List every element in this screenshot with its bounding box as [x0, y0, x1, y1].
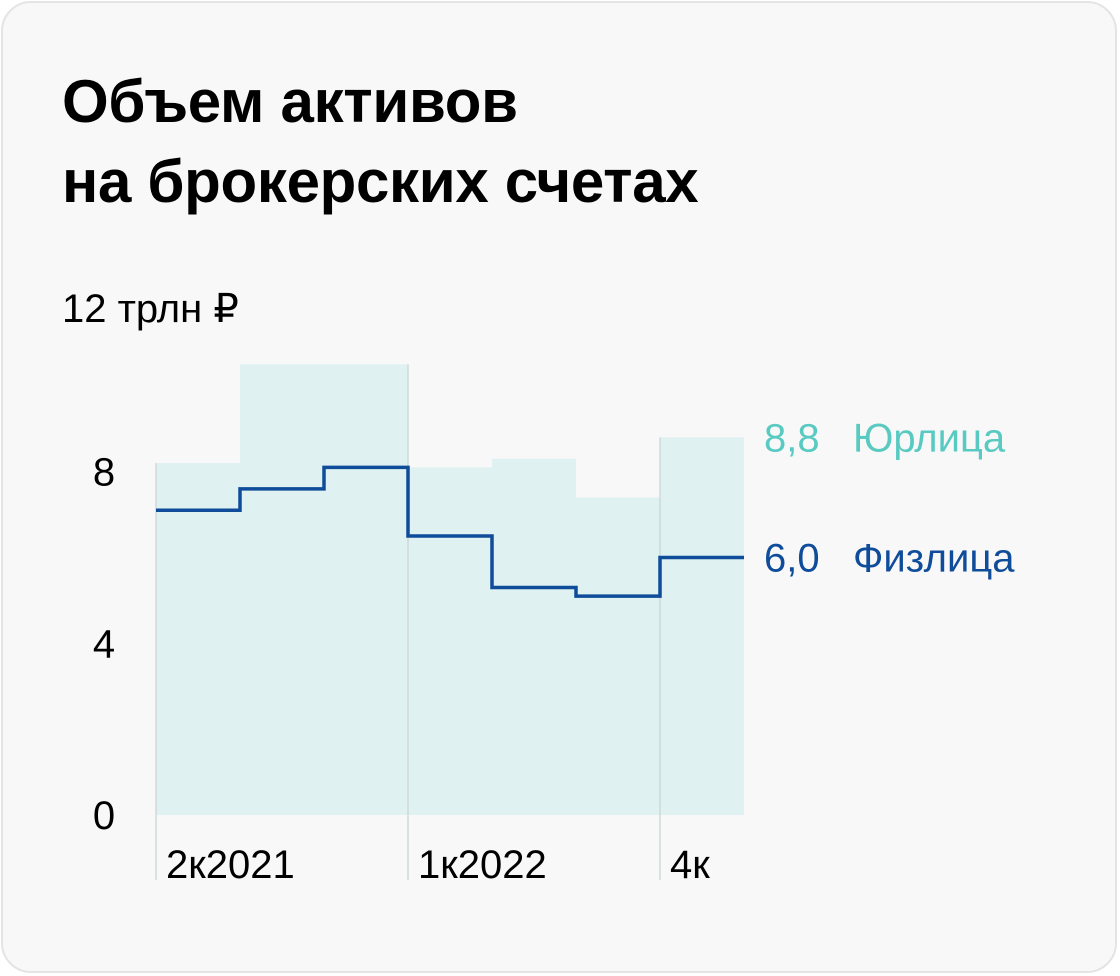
legal-entities-bar	[492, 458, 576, 815]
series-end-value: 6,0	[764, 537, 820, 581]
y-tick-label: 0	[93, 794, 115, 838]
series-name: Физлица	[853, 537, 1015, 581]
legal-entities-bar	[576, 497, 660, 815]
chart-title-line-1: Объем активов	[62, 68, 518, 135]
legal-entities-bar	[324, 364, 408, 815]
y-axis-ticks: 0 4 8	[93, 451, 115, 838]
quarter-separators	[155, 364, 661, 880]
chart-title-line-2: на брокерских счетах	[62, 148, 699, 215]
legal-entities-bar	[660, 437, 744, 815]
y-tick-label: 4	[93, 622, 115, 666]
legal-entities-bar	[240, 364, 324, 815]
legal-entities-area	[156, 364, 744, 815]
legal-entities-bar	[156, 463, 240, 815]
x-tick-label: 4к	[670, 843, 710, 887]
chart-title: Объем активов на брокерских счетах	[62, 62, 699, 222]
x-axis-labels: 2к2021 1к2022 4к	[166, 843, 710, 887]
x-tick-label: 1к2022	[418, 843, 547, 887]
y-tick-label: 8	[93, 451, 115, 495]
x-tick-label: 2к2021	[166, 843, 295, 887]
legal-entities-bar	[408, 467, 492, 815]
legend: 8,8 Юрлица 6,0 Физлица	[764, 416, 1015, 580]
series-end-value: 8,8	[764, 416, 820, 460]
y-axis-unit-label: 12 трлн ₽	[62, 287, 239, 331]
individuals-step-line	[156, 465, 744, 598]
series-name: Юрлица	[853, 416, 1006, 460]
